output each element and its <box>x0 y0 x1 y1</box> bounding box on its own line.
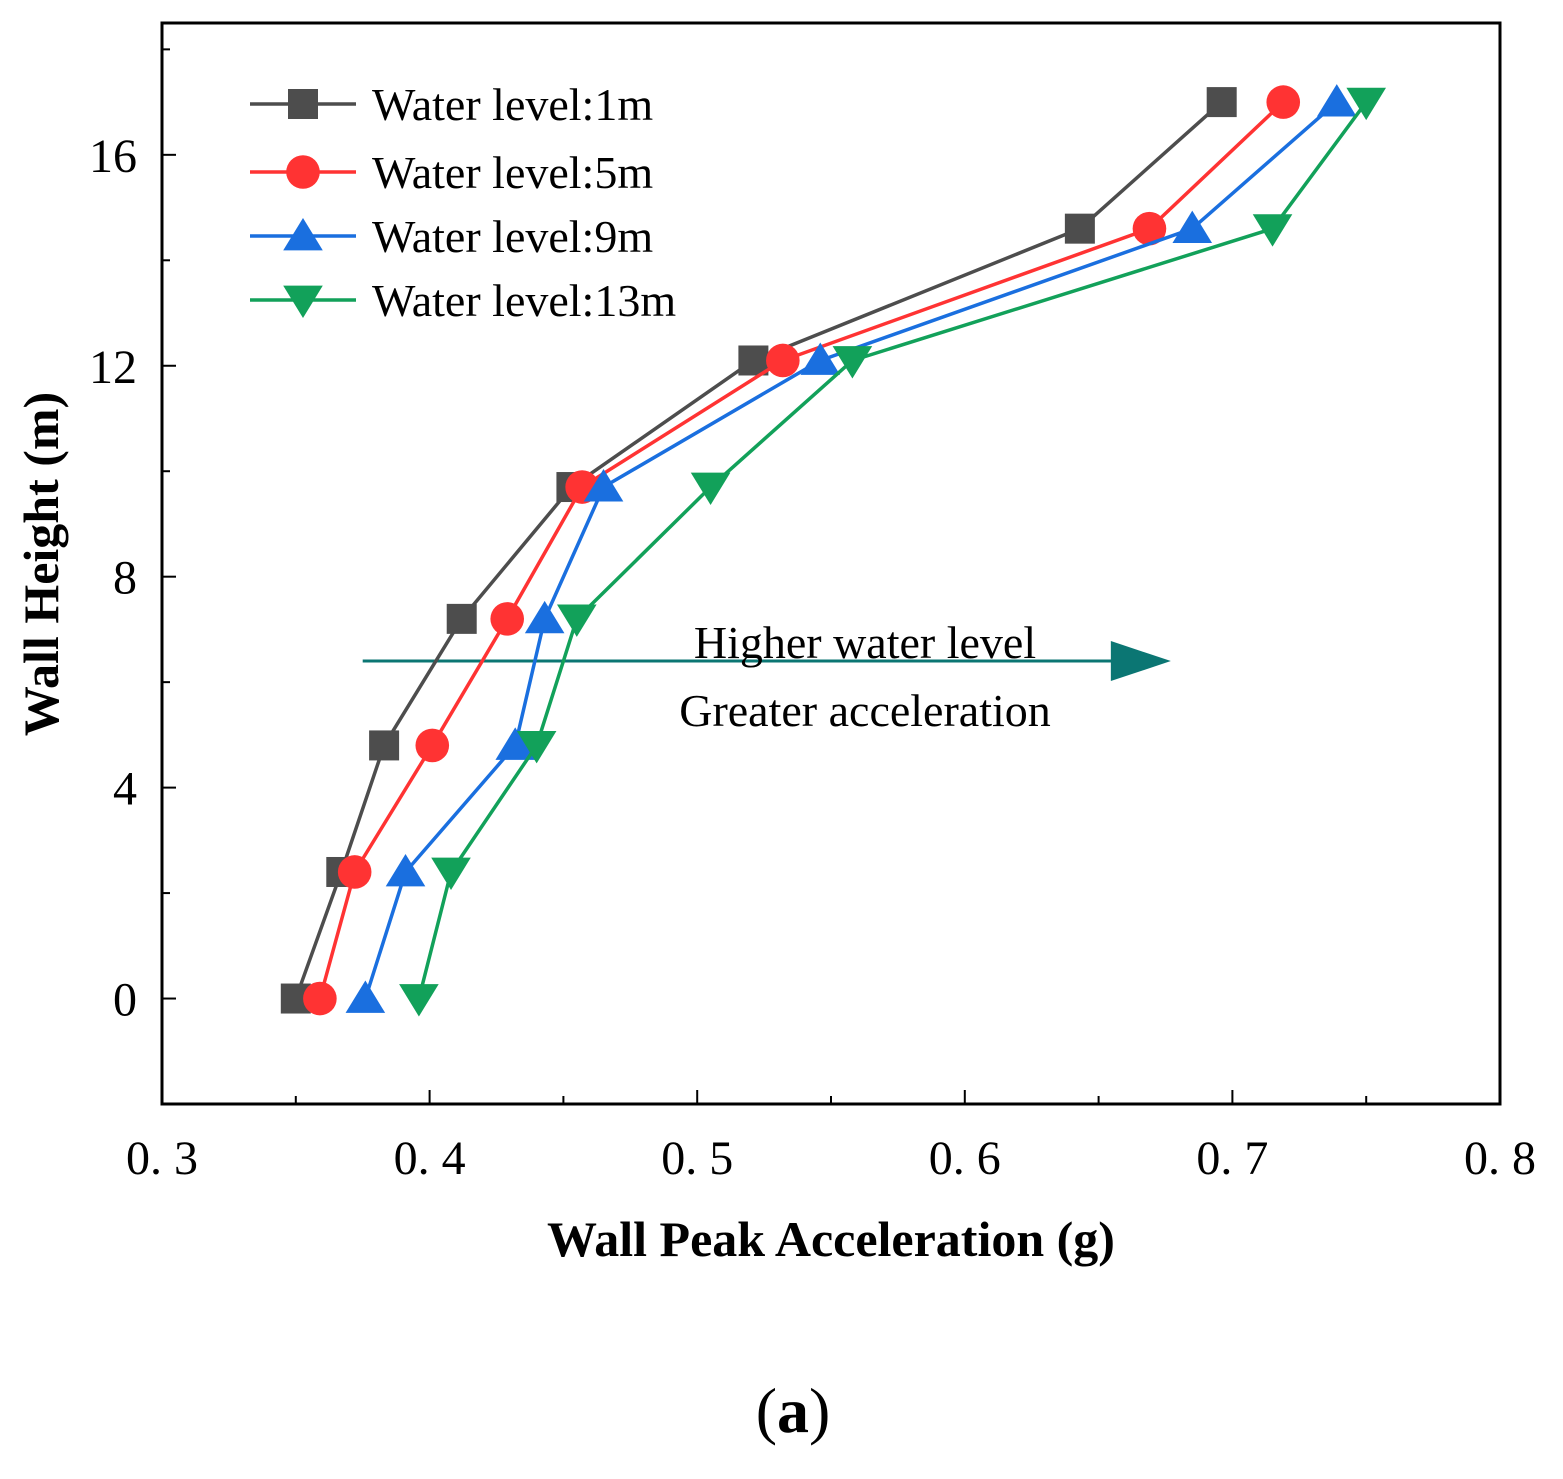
y-tick-label: 12 <box>89 341 137 394</box>
figure-caption: (a) <box>756 1375 831 1446</box>
x-axis-ticks: 0. 3 0. 4 0. 5 0. 6 0. 7 0. 8 <box>126 1090 1536 1185</box>
data-point <box>516 731 557 764</box>
series-line <box>318 100 1285 1000</box>
data-point <box>385 853 426 887</box>
caption-open-paren: ( <box>756 1375 777 1446</box>
data-point <box>431 857 471 890</box>
legend-label: Water level:5m <box>372 147 653 198</box>
data-point <box>738 345 769 376</box>
data-point <box>337 855 372 889</box>
data-point <box>1172 210 1213 244</box>
legend: Water level:1m Water level:5m Water level:… <box>250 79 676 326</box>
legend-marker <box>283 285 323 318</box>
legend-item: Water level:9m <box>250 211 653 262</box>
data-point <box>1266 85 1301 119</box>
annotation: Higher water level Greater acceleration <box>362 617 1171 736</box>
data-point <box>446 603 477 634</box>
data-point <box>690 472 731 506</box>
annotation-arrow-head <box>1110 641 1171 682</box>
x-tick-label: 0. 6 <box>929 1132 1001 1185</box>
legend-label: Water level:13m <box>372 275 676 326</box>
data-point <box>524 600 565 634</box>
data-point <box>1132 211 1167 246</box>
legend-label: Water level:1m <box>372 79 653 130</box>
y-tick-label: 4 <box>113 763 137 816</box>
data-point <box>345 980 386 1013</box>
annotation-text-2: Greater acceleration <box>679 685 1051 736</box>
annotation-text-1: Higher water level <box>694 617 1036 668</box>
series-line <box>363 100 1338 1000</box>
data-point <box>1206 87 1237 118</box>
legend-item: Water level:13m <box>250 275 676 326</box>
data-point <box>415 728 450 763</box>
data-point <box>800 342 841 375</box>
x-axis-title: Wall Peak Acceleration (g) <box>547 1211 1115 1267</box>
data-point <box>1064 213 1095 244</box>
caption-close-paren: ) <box>809 1375 830 1446</box>
data-point <box>832 346 873 379</box>
series-2 <box>303 85 1301 1016</box>
legend-label: Water level:9m <box>372 211 653 262</box>
data-point <box>583 469 624 502</box>
y-axis-ticks: 0 4 8 12 16 <box>89 48 176 1105</box>
y-tick-label: 16 <box>89 130 137 183</box>
plot-frame <box>160 21 1502 1106</box>
y-tick-label: 8 <box>113 552 137 605</box>
x-tick-label: 0. 7 <box>1196 1132 1268 1185</box>
legend-item: Water level:5m <box>250 147 653 198</box>
legend-marker <box>286 155 320 189</box>
data-point <box>1316 84 1357 117</box>
series-line <box>417 101 1368 999</box>
data-point <box>556 604 597 637</box>
data-point <box>1252 214 1293 247</box>
x-tick-label: 0. 5 <box>661 1132 733 1185</box>
x-tick-label: 0. 4 <box>394 1132 466 1185</box>
legend-item: Water level:1m <box>250 79 653 130</box>
data-point <box>303 981 337 1016</box>
caption-letter: a <box>777 1375 809 1446</box>
data-point <box>495 727 536 760</box>
x-tick-label: 0. 8 <box>1464 1132 1536 1185</box>
data-point <box>399 984 439 1017</box>
y-axis-title: Wall Height (m) <box>13 392 69 736</box>
x-tick-label: 0. 3 <box>126 1132 198 1185</box>
series-3 <box>345 84 1357 1013</box>
data-point <box>766 343 800 378</box>
legend-marker <box>288 89 318 119</box>
series-line <box>294 100 1223 1000</box>
series-4 <box>399 87 1386 1017</box>
legend-marker <box>283 218 323 251</box>
y-tick-label: 0 <box>113 974 137 1027</box>
data-point <box>369 730 400 761</box>
data-point <box>1346 87 1386 121</box>
series-layer <box>280 84 1386 1017</box>
data-point <box>490 602 525 636</box>
